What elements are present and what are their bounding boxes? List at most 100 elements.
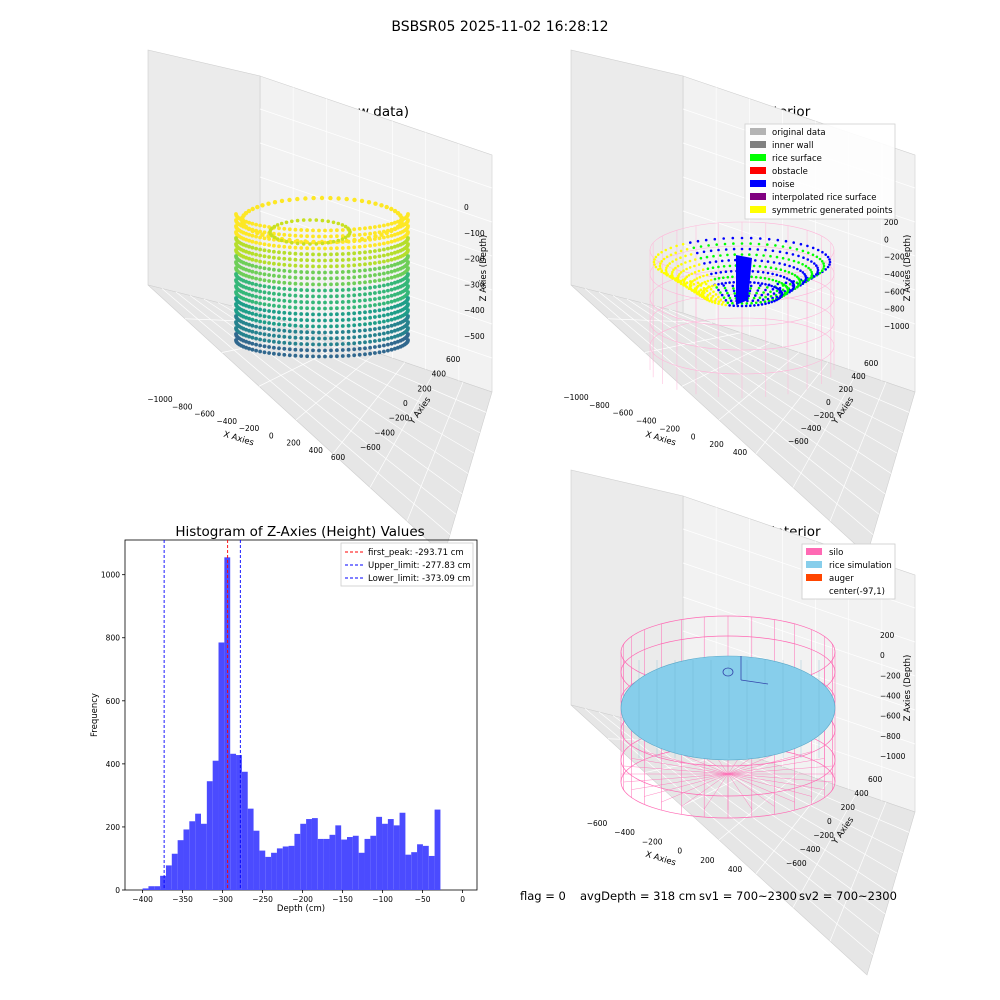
raw-point — [317, 348, 321, 353]
grid-line — [829, 801, 887, 942]
raw-point — [282, 268, 287, 273]
simulation-x-tick: 0 — [677, 847, 682, 856]
classified-point — [787, 258, 791, 261]
raw-point — [340, 324, 345, 328]
raw-point — [317, 324, 321, 329]
raw-point — [293, 227, 298, 232]
classified-point — [813, 275, 816, 278]
raw-point — [247, 316, 252, 321]
raw-point — [329, 342, 333, 347]
raw-point — [250, 317, 255, 322]
classified-point — [767, 283, 771, 287]
y-tick-label: 600 — [106, 697, 121, 706]
raw-point — [323, 288, 327, 293]
raw-point — [373, 291, 377, 295]
classified-point — [731, 236, 735, 240]
raw-point-top — [352, 237, 357, 243]
classified-point — [749, 284, 753, 288]
classified-point — [732, 242, 735, 245]
raw-point — [340, 312, 345, 316]
raw-point — [368, 255, 372, 260]
raw-point — [363, 268, 367, 273]
classified-point — [792, 259, 796, 263]
raw-point — [382, 247, 386, 252]
classified-point — [664, 268, 668, 272]
classified-point — [717, 302, 720, 306]
raw-point — [317, 294, 321, 299]
raw-point — [368, 327, 372, 332]
raw-point — [357, 268, 362, 273]
raw-point — [340, 336, 345, 340]
raw-point — [299, 330, 304, 334]
x-tick-label: −300 — [212, 895, 233, 904]
classified-point — [702, 274, 705, 278]
raw-point — [377, 296, 382, 301]
raw-point — [323, 330, 327, 335]
classify-y-tick: −200 — [813, 411, 834, 420]
silo-floor-spoke — [681, 773, 729, 807]
classified-point — [691, 280, 694, 283]
raw-point — [346, 329, 351, 334]
histogram-bar — [311, 818, 318, 890]
raw-point — [352, 251, 357, 256]
classified-point — [679, 271, 683, 274]
raw-point-inner — [290, 219, 294, 224]
rice-simulation-surface — [620, 655, 836, 761]
histogram-bar — [177, 840, 184, 890]
raw-point — [305, 246, 309, 251]
raw-point — [277, 286, 281, 291]
raw-point — [393, 280, 397, 285]
grid-line — [755, 782, 829, 874]
silo-floor-spoke — [727, 773, 812, 797]
legend-label: first_peak: -293.71 cm — [368, 548, 464, 558]
classified-point — [710, 272, 713, 276]
raw-y-tick: −400 — [374, 428, 395, 437]
classified-point — [654, 265, 658, 269]
classified-point — [665, 255, 669, 259]
raw-point — [357, 256, 362, 261]
raw-point-top — [295, 196, 300, 202]
raw-point — [247, 244, 252, 249]
raw-point — [340, 348, 345, 352]
classify-legend: original data inner wall rice surface obsta… — [744, 123, 896, 220]
raw-point — [305, 288, 309, 293]
raw-point — [386, 300, 390, 305]
raw-point — [346, 275, 351, 280]
raw-point — [352, 311, 357, 316]
raw-point — [250, 299, 255, 304]
raw-point — [406, 248, 410, 252]
raw-point — [267, 225, 271, 229]
raw-point — [282, 304, 287, 309]
raw-point — [346, 287, 351, 292]
raw-point — [363, 244, 367, 249]
classified-point — [660, 269, 664, 273]
classified-point — [777, 280, 781, 284]
classified-point — [719, 291, 722, 294]
classified-point — [668, 262, 671, 265]
raw-z-tick: −200 — [464, 255, 485, 264]
classified-point — [790, 272, 794, 276]
noise-cluster — [736, 255, 752, 305]
raw-point — [299, 288, 304, 292]
raw-point — [250, 305, 255, 310]
raw-point — [247, 280, 252, 285]
raw-point — [346, 245, 351, 250]
raw-point — [287, 269, 292, 274]
raw-point — [377, 224, 382, 229]
raw-point — [340, 228, 345, 232]
raw-point-inner — [308, 242, 312, 246]
legend-label: rice surface — [772, 154, 822, 164]
raw-point — [254, 330, 258, 335]
raw-point — [393, 286, 397, 291]
classified-point — [653, 263, 656, 266]
raw-point — [406, 266, 410, 270]
classified-point — [685, 267, 688, 271]
raw-point — [267, 315, 271, 319]
raw-point — [317, 354, 321, 359]
classified-point — [722, 265, 726, 268]
silo-floor-spoke — [727, 773, 775, 807]
raw-point — [244, 243, 249, 248]
classified-point — [764, 302, 767, 306]
raw-point — [346, 335, 351, 340]
raw-point — [368, 243, 372, 248]
